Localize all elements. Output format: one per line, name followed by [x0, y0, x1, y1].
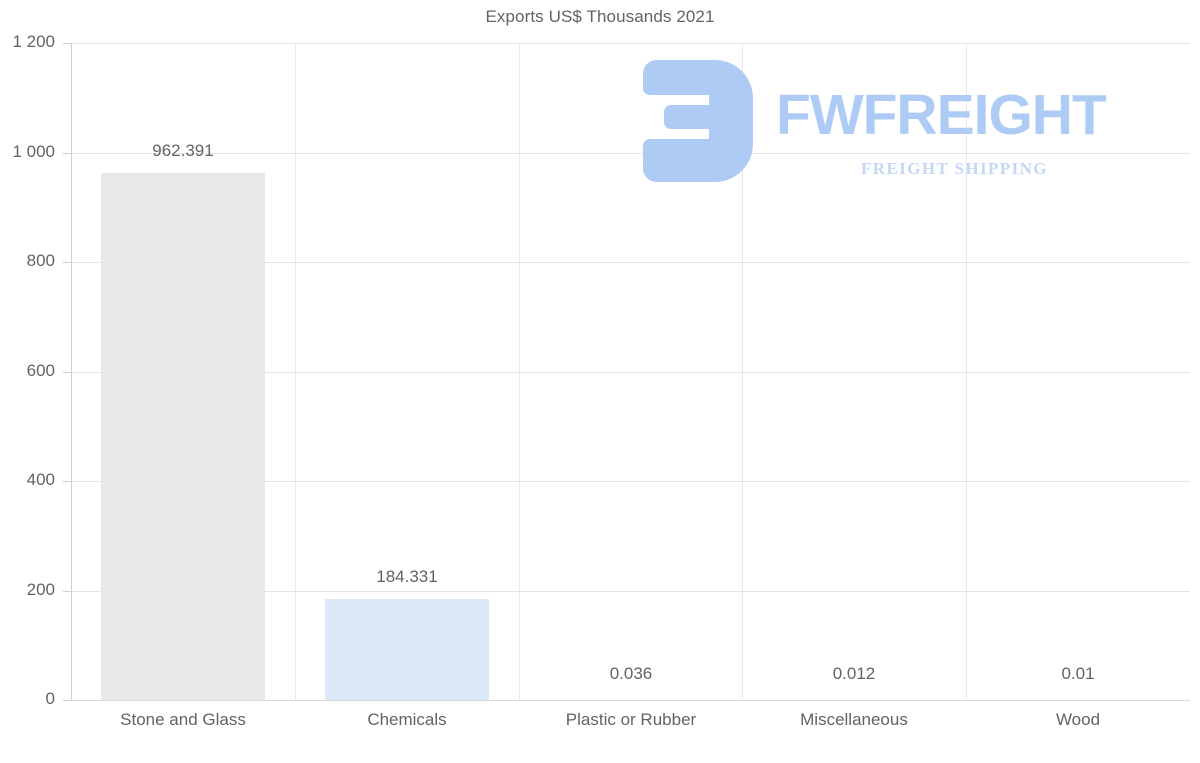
x-axis-label: Plastic or Rubber — [565, 710, 697, 729]
y-tick-label: 1 200 — [12, 32, 55, 51]
watermark: FWFREIGHT FREIGHT SHIPPING — [643, 60, 1143, 185]
gridline — [71, 153, 1190, 154]
bar[interactable] — [325, 599, 489, 700]
y-tick-mark — [63, 43, 71, 44]
category-separator — [519, 43, 520, 701]
y-tick-mark — [63, 591, 71, 592]
x-axis-label: Chemicals — [367, 710, 447, 729]
x-axis-label: Stone and Glass — [120, 710, 246, 729]
y-tick-mark — [63, 262, 71, 263]
y-tick-label: 200 — [26, 580, 55, 599]
bar[interactable] — [101, 173, 265, 700]
watermark-brand: FWFREIGHT — [776, 83, 1107, 147]
y-tick-mark — [63, 372, 71, 373]
chart-title: Exports US$ Thousands 2021 — [485, 7, 715, 26]
gridline — [71, 372, 1190, 373]
category-separator — [295, 43, 296, 701]
gridline — [71, 43, 1190, 44]
y-tick-label: 0 — [45, 689, 55, 708]
y-tick-label: 400 — [26, 470, 55, 489]
y-axis-line — [71, 43, 72, 701]
gridline — [71, 262, 1190, 263]
bar-value-label: 962.391 — [152, 141, 214, 160]
bar-value-label: 0.036 — [609, 664, 653, 683]
category-separator — [742, 43, 743, 701]
y-tick-mark — [63, 700, 71, 701]
x-axis-label: Wood — [1055, 710, 1101, 729]
y-tick-label: 1 000 — [12, 142, 55, 161]
category-separator — [966, 43, 967, 701]
gridline — [71, 481, 1190, 482]
gridline — [71, 591, 1190, 592]
bar-value-label: 0.012 — [832, 664, 876, 683]
y-tick-mark — [63, 153, 71, 154]
y-tick-label: 800 — [26, 251, 55, 270]
bar-value-label: 184.331 — [376, 567, 438, 586]
bar-value-label: 0.01 — [1061, 664, 1095, 683]
x-axis-line — [71, 700, 1190, 701]
watermark-tagline: FREIGHT SHIPPING — [861, 159, 1048, 178]
y-tick-label: 600 — [26, 361, 55, 380]
x-axis-label: Miscellaneous — [800, 710, 908, 729]
fwfreight-logo-mark-icon — [643, 60, 753, 182]
y-tick-mark — [63, 481, 71, 482]
